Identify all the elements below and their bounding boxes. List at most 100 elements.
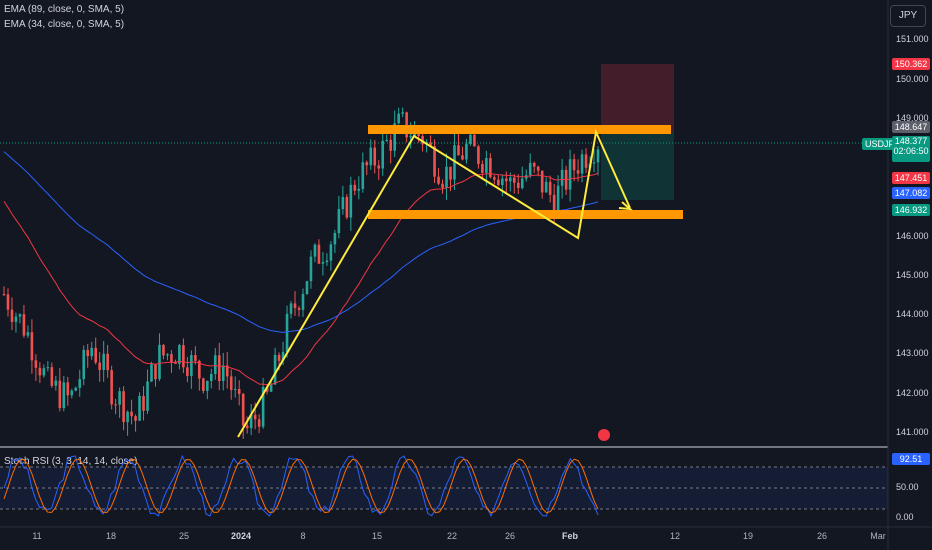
candle-body bbox=[528, 162, 532, 176]
candle-body bbox=[381, 140, 385, 169]
candle-body bbox=[469, 134, 472, 144]
time-axis-label: 2024 bbox=[230, 531, 252, 541]
candle-body bbox=[78, 379, 82, 388]
candle-body bbox=[556, 185, 560, 217]
candle-body bbox=[397, 113, 400, 124]
candle-body bbox=[261, 387, 265, 427]
candle-body bbox=[146, 381, 149, 411]
candle-body bbox=[86, 349, 90, 357]
candle-body bbox=[505, 178, 508, 182]
candle-body bbox=[516, 182, 520, 189]
candle-body bbox=[329, 244, 333, 261]
target-price-tag: 150.362 bbox=[892, 58, 930, 70]
candle-body bbox=[321, 262, 325, 264]
price-axis-label: 151.000 bbox=[896, 34, 929, 44]
candle-body bbox=[341, 196, 345, 210]
candle-body bbox=[508, 177, 512, 182]
stop-price-tag: 146.932 bbox=[892, 204, 930, 216]
candle-body bbox=[301, 294, 305, 310]
candle-body bbox=[241, 393, 245, 426]
candle-body bbox=[245, 425, 249, 429]
candle-body bbox=[142, 395, 145, 411]
candle-body bbox=[465, 143, 468, 160]
current-price: 148.377 bbox=[894, 136, 928, 146]
candle-body bbox=[405, 112, 408, 138]
candle-body bbox=[22, 314, 26, 336]
candle-body bbox=[461, 155, 464, 160]
pattern-arrowhead bbox=[618, 201, 633, 211]
candle-body bbox=[10, 309, 14, 322]
candle-body bbox=[357, 188, 361, 191]
time-axis-label: 26 bbox=[504, 531, 516, 541]
candle-body bbox=[82, 349, 86, 380]
candle-body bbox=[102, 353, 105, 370]
candle-body bbox=[548, 181, 552, 195]
candle-body bbox=[309, 256, 313, 282]
economic-event-icon bbox=[598, 429, 610, 441]
candle-body bbox=[536, 166, 540, 171]
candle-body bbox=[237, 388, 241, 394]
candle-body bbox=[481, 164, 484, 173]
candle-body bbox=[385, 139, 389, 141]
candle-body bbox=[349, 184, 353, 218]
time-axis-label: 8 bbox=[300, 531, 306, 541]
candle-body bbox=[54, 380, 58, 386]
currency-selector-button[interactable]: JPY bbox=[890, 5, 926, 27]
candle-body bbox=[30, 332, 34, 361]
candle-body bbox=[186, 367, 189, 376]
candle-body bbox=[130, 411, 133, 417]
time-axis-label: 18 bbox=[105, 531, 117, 541]
candle-body bbox=[66, 382, 70, 396]
candle-body bbox=[497, 179, 500, 185]
candle-body bbox=[540, 170, 544, 193]
candle-body bbox=[70, 390, 74, 396]
candle-body bbox=[493, 177, 496, 180]
pattern-path bbox=[237, 128, 631, 438]
stoch-rsi-legend[interactable]: Stoch RSI (3, 3, 14, 14, close) bbox=[4, 456, 138, 467]
time-axis-label: 25 bbox=[178, 531, 190, 541]
ema34-legend[interactable]: EMA (34, close, 0, SMA, 5) bbox=[4, 19, 125, 30]
candle-body bbox=[317, 244, 321, 264]
candle-body bbox=[182, 345, 185, 368]
price-axis-label: 145.000 bbox=[896, 270, 929, 280]
candle-body bbox=[221, 365, 225, 382]
candle-body bbox=[134, 416, 137, 421]
candle-body bbox=[269, 384, 273, 392]
ema89-legend[interactable]: EMA (89, close, 0, SMA, 5) bbox=[4, 4, 125, 15]
stoch-value-tag: 92.51 bbox=[892, 453, 930, 465]
candle-body bbox=[277, 354, 281, 361]
candle-body bbox=[162, 344, 165, 356]
candle-body bbox=[580, 154, 584, 174]
candle-body bbox=[512, 177, 516, 183]
candle-body bbox=[34, 360, 38, 368]
risk-zone bbox=[601, 64, 674, 132]
candle-body bbox=[449, 166, 452, 180]
candle-body bbox=[389, 139, 392, 151]
candle-body bbox=[50, 367, 54, 386]
ema89-price-tag: 147.082 bbox=[892, 187, 930, 199]
candle-body bbox=[154, 364, 157, 380]
candle-body bbox=[198, 360, 201, 379]
candle-body bbox=[453, 145, 456, 180]
candle-body bbox=[584, 154, 588, 168]
candle-body bbox=[202, 378, 205, 391]
candle-body bbox=[572, 159, 576, 171]
candle-body bbox=[217, 355, 221, 382]
candle-body bbox=[62, 382, 66, 409]
candle-body bbox=[106, 353, 109, 371]
candle-body bbox=[138, 395, 141, 421]
candle-body bbox=[377, 165, 381, 169]
candle-body bbox=[190, 355, 193, 376]
candle-body bbox=[74, 387, 78, 391]
candle-body bbox=[166, 354, 169, 356]
candle-body bbox=[485, 158, 488, 173]
candle-body bbox=[313, 244, 317, 257]
time-axis-label: 15 bbox=[371, 531, 383, 541]
candle-body bbox=[401, 112, 404, 114]
candle-body bbox=[194, 355, 197, 361]
candle-body bbox=[345, 196, 349, 218]
candle-body bbox=[18, 314, 22, 317]
price-axis-label: 149.000 bbox=[896, 113, 929, 123]
candle-body bbox=[305, 281, 309, 295]
